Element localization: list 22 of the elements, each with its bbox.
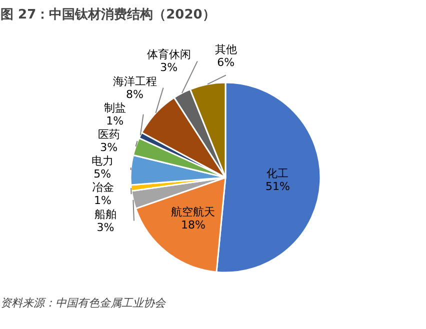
data-label: 1%: [106, 114, 124, 128]
slice-label: 其他: [214, 43, 237, 56]
data-label: 5%: [94, 168, 112, 181]
slice-label: 医药: [98, 128, 120, 141]
slice-label: 制盐: [104, 101, 126, 114]
chart-title: 图 27：中国钛材消费结构（2020）: [0, 8, 216, 22]
data-label: 51%: [265, 180, 290, 193]
data-label: 6%: [217, 56, 235, 70]
data-label: 8%: [126, 88, 144, 101]
data-label: 3%: [96, 220, 114, 234]
slice-label: 海洋工程: [112, 74, 157, 88]
slice-label: 体育休闲: [146, 48, 191, 62]
slice-label: 电力: [91, 154, 114, 168]
slice-label: 冶金: [92, 181, 114, 194]
data-label: 3%: [100, 140, 118, 154]
data-label: 1%: [94, 194, 112, 208]
data-label: 3%: [160, 61, 178, 74]
slice-label: 船舶: [94, 208, 116, 221]
slice-label: 化工: [266, 166, 289, 180]
data-label: 18%: [180, 218, 206, 232]
text: 资料来源：中国有色金属工业协会: [0, 296, 166, 310]
slice-label: 航空航天: [171, 206, 216, 219]
